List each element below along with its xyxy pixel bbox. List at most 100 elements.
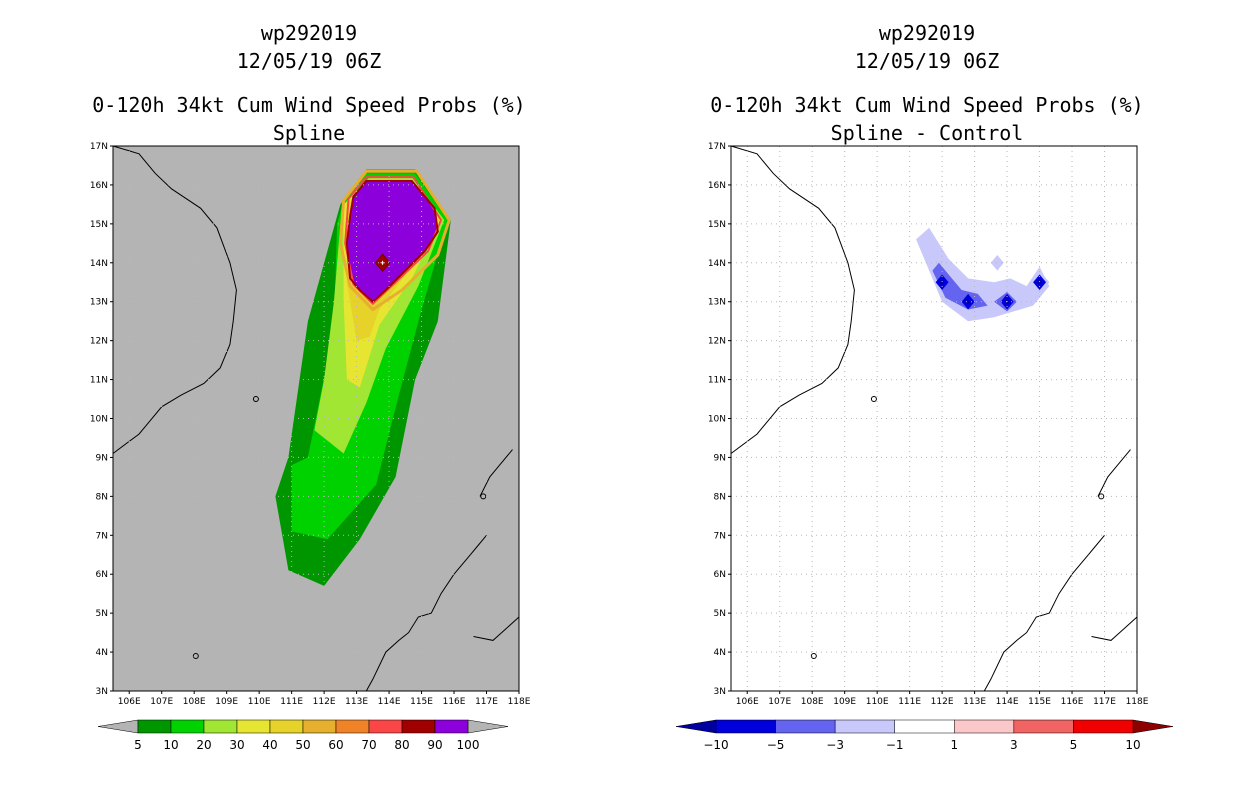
coastline (983, 554, 1089, 692)
colorbar-label: 100 (457, 738, 480, 752)
x-tick-label: 108E (801, 697, 824, 707)
x-tick-label: 110E (248, 697, 271, 707)
y-tick-label: 10N (90, 415, 108, 425)
left-panel: wp292019 12/05/19 06Z 0-120h 34kt Cum Wi… (90, 21, 531, 752)
y-tick-label: 13N (708, 298, 726, 308)
storm-id: wp292019 (260, 21, 358, 45)
diff-region-light (990, 255, 1004, 271)
colorbar-swatch (1013, 719, 1074, 734)
y-tick-label: 17N (90, 142, 108, 152)
chart-subtitle: Spline (272, 121, 346, 145)
y-tick-label: 13N (90, 298, 108, 308)
x-tick-label: 111E (280, 697, 303, 707)
colorbar-label: −5 (767, 738, 785, 752)
x-tick-label: 110E (866, 697, 889, 707)
colorbar-swatch (401, 719, 436, 734)
x-tick-label: 109E (833, 697, 856, 707)
coastline (473, 616, 520, 641)
x-tick-label: 114E (996, 697, 1019, 707)
colorbar-label: 30 (229, 738, 244, 752)
y-tick-label: 8N (714, 492, 726, 502)
diff-peak-center (940, 280, 945, 285)
colorbar-swatch (170, 719, 205, 734)
colorbar-label: 60 (328, 738, 343, 752)
coastline (469, 534, 487, 556)
probability-map: 106E 107E 108E 109E 110E 111E 112E 113E 114E 115E… (90, 142, 531, 752)
colorbar-label: 50 (295, 738, 310, 752)
x-tick-label: 115E (410, 697, 433, 707)
x-tick-label: 106E (736, 697, 759, 707)
y-tick-label: 7N (96, 531, 108, 541)
colorbar-label: 70 (361, 738, 376, 752)
colorbar-swatch (715, 719, 776, 734)
coastline (479, 449, 513, 497)
datetime: 12/05/19 06Z (854, 49, 1000, 73)
x-tick-label: 112E (313, 697, 336, 707)
chart-subtitle: Spline - Control (830, 121, 1024, 145)
island (252, 396, 259, 403)
colorbar-swatch (335, 719, 370, 734)
y-tick-label: 14N (90, 259, 108, 269)
y-tick-label: 16N (90, 181, 108, 191)
x-tick-label: 118E (1126, 697, 1149, 707)
island (192, 652, 199, 659)
y-tick-label: 9N (714, 453, 726, 463)
coastline (730, 145, 855, 454)
x-tick-label: 112E (931, 697, 954, 707)
y-tick-label: 17N (708, 142, 726, 152)
y-tick-label: 14N (708, 259, 726, 269)
x-tick-label: 118E (508, 697, 531, 707)
coastline (112, 145, 237, 454)
colorbar-under (675, 719, 717, 734)
colorbar-swatch (203, 719, 238, 734)
y-tick-label: 5N (714, 609, 726, 619)
island (870, 396, 877, 403)
diff-region-mid (932, 262, 988, 310)
colorbar-swatch (269, 719, 304, 734)
x-tick-label: 117E (1093, 697, 1116, 707)
colorbar-swatch (137, 719, 172, 734)
x-tick-label: 114E (378, 697, 401, 707)
island (810, 652, 817, 659)
x-tick-label: 108E (183, 697, 206, 707)
colorbar-label: −10 (703, 738, 728, 752)
chart-title: 0-120h 34kt Cum Wind Speed Probs (%) (92, 93, 526, 117)
colorbar-label: 20 (196, 738, 211, 752)
y-tick-label: 5N (96, 609, 108, 619)
colorbar-swatch (894, 719, 955, 734)
y-tick-label: 9N (96, 453, 108, 463)
x-tick-label: 107E (150, 697, 173, 707)
x-tick-label: 116E (1061, 697, 1084, 707)
y-tick-label: 15N (90, 220, 108, 230)
colorbar-swatch (434, 719, 469, 734)
island (480, 493, 487, 500)
colorbar-label: −1 (886, 738, 904, 752)
colorbar-label: 3 (1010, 738, 1018, 752)
colorbar-label: 5 (134, 738, 142, 752)
y-tick-label: 8N (96, 492, 108, 502)
colorbar-over (1132, 719, 1174, 734)
x-tick-label: 109E (215, 697, 238, 707)
y-tick-label: 10N (708, 415, 726, 425)
x-tick-label: 115E (1028, 697, 1051, 707)
coastline (1091, 616, 1138, 641)
colorbar-swatch (236, 719, 271, 734)
y-tick-label: 11N (708, 376, 726, 386)
x-tick-label: 107E (768, 697, 791, 707)
colorbar-label: 10 (1125, 738, 1140, 752)
colorbar-swatch (954, 719, 1015, 734)
diff-peak-center (966, 299, 971, 304)
y-tick-label: 4N (714, 648, 726, 658)
x-tick-label: 117E (475, 697, 498, 707)
y-tick-label: 3N (96, 687, 108, 697)
y-tick-label: 7N (714, 531, 726, 541)
contour-50 (338, 169, 451, 312)
colorbar-swatch (775, 719, 836, 734)
x-tick-label: 113E (345, 697, 368, 707)
chart-title: 0-120h 34kt Cum Wind Speed Probs (%) (710, 93, 1144, 117)
colorbar-label: −3 (826, 738, 844, 752)
coastline (365, 554, 471, 692)
coastline (1097, 449, 1131, 497)
colorbar-under (97, 719, 139, 734)
y-tick-label: 6N (96, 570, 108, 580)
